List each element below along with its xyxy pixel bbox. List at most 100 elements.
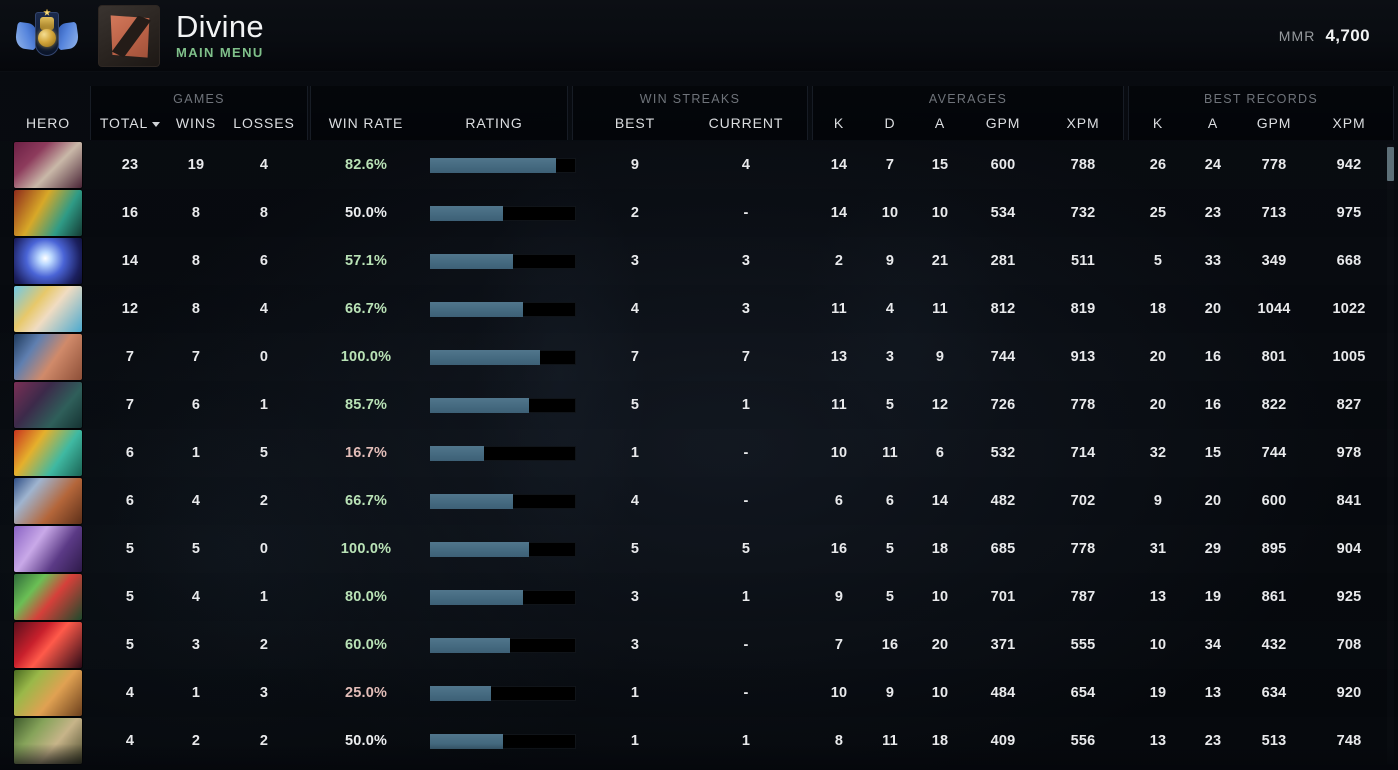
table-row[interactable]: 5 4 1 3 1 9 5 10 701 787 13 19 861 925 80.0% [0, 573, 1398, 621]
table-row[interactable]: 4 2 2 1 1 8 11 18 409 556 13 23 513 748 50.0% [0, 717, 1398, 765]
cell-best-k: 20 [1149, 397, 1167, 413]
portrait-image [14, 142, 82, 188]
column-header-rating[interactable]: RATING [465, 115, 523, 131]
table-row[interactable]: 23 19 4 9 4 14 7 15 600 788 26 24 778 942 82.6% [0, 141, 1398, 189]
table-row[interactable]: 5 5 0 5 5 16 5 18 685 778 31 29 895 904 100.0% [0, 525, 1398, 573]
medal-orb [38, 28, 56, 47]
cell-avg-a: 15 [931, 157, 949, 173]
cell-best-gpm: 895 [1261, 541, 1287, 557]
dota2-logo-icon[interactable] [98, 4, 160, 67]
cell-avg-d: 6 [885, 493, 895, 509]
column-header-total[interactable]: TOTAL [92, 111, 168, 135]
table-row[interactable]: 6 1 5 1-10 11 6 532 714 32 15 744 978 16.7% [0, 429, 1398, 477]
column-header-avg-d[interactable]: D [884, 115, 896, 131]
rating-bar-fill [430, 590, 524, 605]
hero-portrait-jakiro[interactable] [14, 190, 82, 236]
cell-best-k: 5 [1153, 253, 1163, 269]
hero-portrait-shadow-demon[interactable] [14, 622, 82, 668]
column-header-best-k[interactable]: K [1152, 115, 1164, 131]
rating-bar-fill [430, 206, 503, 221]
hero-portrait-pudge[interactable] [14, 718, 82, 764]
hero-portrait-invoker[interactable] [14, 142, 82, 188]
hero-portrait-io[interactable] [14, 238, 82, 284]
column-header-avg-gpm[interactable]: GPM [985, 115, 1021, 131]
portrait-image [14, 622, 82, 668]
portrait-image [14, 382, 82, 428]
cell-avg-k: 2 [834, 253, 844, 269]
scrollbar-thumb[interactable] [1387, 147, 1394, 181]
rating-bar [430, 350, 576, 365]
cell-avg-d: 4 [885, 301, 895, 317]
cell-best-a: 24 [1204, 157, 1222, 173]
hero-portrait-crystal-maiden[interactable] [14, 286, 82, 332]
rating-bar-fill [430, 638, 511, 653]
cell-best-a: 23 [1204, 733, 1222, 749]
table-row[interactable]: 4 1 3 1-10 9 10 484 654 19 13 634 920 25.0% [0, 669, 1398, 717]
column-header-best-a[interactable]: A [1207, 115, 1219, 131]
table-row[interactable]: 16 8 8 2 - 14 10 10 534 732 25 23 713 975 50.0% [0, 189, 1398, 237]
cell-best-a: 34 [1204, 637, 1222, 653]
medal-star [43, 8, 51, 16]
cell-avg-a: 18 [931, 541, 949, 557]
cell-win-rate: 82.6% [344, 157, 388, 173]
cell-best-gpm: 432 [1261, 637, 1287, 653]
hero-portrait-spectre[interactable] [14, 526, 82, 572]
cell-streak-current: - [743, 493, 749, 509]
main-menu-label[interactable]: MAIN MENU [176, 45, 264, 61]
cell-losses: 0 [259, 541, 269, 557]
table-row[interactable]: 14 8 6 3 3 2 9 21 281 511 5 33 349 668 57.1% [0, 237, 1398, 285]
cell-best-gpm: 600 [1261, 493, 1287, 509]
column-header-best-xpm[interactable]: XPM [1332, 115, 1366, 131]
cell-win-rate: 80.0% [344, 589, 388, 605]
hero-stats-table-body[interactable]: 23 19 4 9 4 14 7 15 600 788 26 24 778 942 82.6% 16 8 8 2-1… [0, 141, 1398, 770]
cell-avg-gpm: 600 [990, 157, 1016, 173]
portrait-image [14, 478, 82, 524]
rating-bar-fill [430, 302, 524, 317]
table-row[interactable]: 7 7 0 7 7 13 3 9 744 913 20 16 801 1005 100.0% [0, 333, 1398, 381]
header-group-winrate-rating [310, 86, 568, 140]
column-header-win-rate[interactable]: WIN RATE [328, 115, 404, 131]
column-header-avg-k[interactable]: K [833, 115, 845, 131]
column-header-avg-a[interactable]: A [934, 115, 946, 131]
cell-avg-xpm: 819 [1070, 301, 1096, 317]
hero-portrait-magnus[interactable] [14, 478, 82, 524]
cell-avg-a: 6 [935, 445, 945, 461]
hero-portrait-anti-mage[interactable] [14, 382, 82, 428]
cell-avg-xpm: 714 [1070, 445, 1096, 461]
chevron-down-icon [152, 121, 161, 127]
cell-avg-gpm: 534 [990, 205, 1016, 221]
column-header-losses[interactable]: LOSSES [233, 115, 295, 131]
cell-losses: 1 [259, 397, 269, 413]
hero-portrait-meepo[interactable] [14, 334, 82, 380]
column-header-streak-current[interactable]: CURRENT [708, 115, 784, 131]
table-row[interactable]: 6 4 2 4 - 6 6 14 482 702 9 20 600 841 66.7% [0, 477, 1398, 525]
header-group-games-title: GAMES [173, 92, 225, 106]
cell-best-xpm: 942 [1336, 157, 1362, 173]
cell-avg-k: 8 [834, 733, 844, 749]
cell-total: 6 [125, 493, 135, 509]
column-header-wins[interactable]: WINS [175, 115, 217, 131]
cell-best-a: 23 [1204, 205, 1222, 221]
hero-portrait-venomancer[interactable] [14, 574, 82, 620]
column-header-hero[interactable]: HERO [25, 115, 71, 131]
cell-best-gpm: 634 [1261, 685, 1287, 701]
cell-wins: 3 [191, 637, 201, 653]
rating-bar-fill [430, 158, 556, 173]
scrollbar[interactable] [1387, 144, 1394, 764]
cell-best-k: 31 [1149, 541, 1167, 557]
divine-rank-medal-icon[interactable] [14, 7, 80, 65]
table-row[interactable]: 7 6 1 5 1 11 5 12 726 778 20 16 822 827 85.7% [0, 381, 1398, 429]
table-row[interactable]: 5 3 2 3 - 7 16 20 371 555 10 34 432 708 60.0% [0, 621, 1398, 669]
cell-total: 14 [121, 253, 139, 269]
cell-best-k: 32 [1149, 445, 1167, 461]
column-header-avg-xpm[interactable]: XPM [1066, 115, 1100, 131]
cell-win-rate: 50.0% [344, 733, 388, 749]
column-header-best-gpm[interactable]: GPM [1256, 115, 1292, 131]
hero-portrait-ogre-magi[interactable] [14, 430, 82, 476]
table-row[interactable]: 12 8 4 4 3 11 4 11 812 819 18 20 1044 1022 66.7% [0, 285, 1398, 333]
hero-portrait-monkey-king[interactable] [14, 670, 82, 716]
column-header-streak-best[interactable]: BEST [614, 115, 656, 131]
cell-avg-xpm: 787 [1070, 589, 1096, 605]
rating-bar [430, 494, 576, 509]
cell-streak-current: - [743, 445, 749, 461]
